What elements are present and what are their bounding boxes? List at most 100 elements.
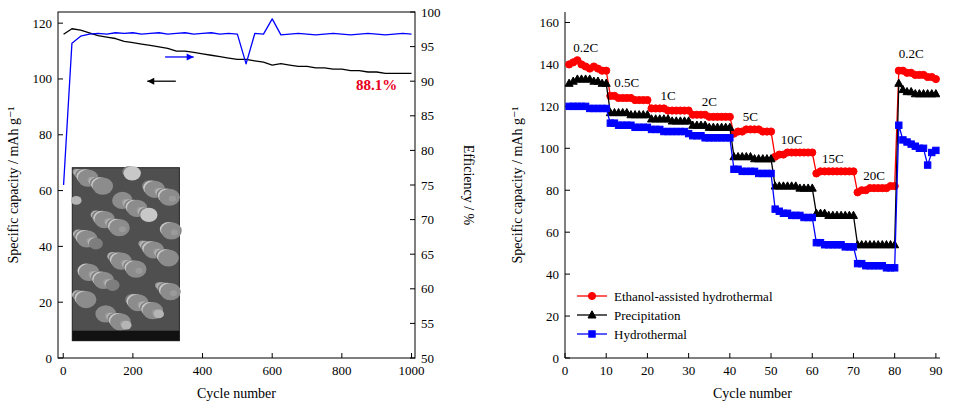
- series-line: [64, 19, 412, 185]
- data-point: [932, 90, 940, 97]
- sem-grain: [158, 249, 179, 266]
- sem-grain: [135, 268, 142, 274]
- y2-tick-label: 90: [421, 74, 434, 89]
- y-tick-label: 0: [46, 351, 53, 366]
- x-axis-title: Cycle number: [713, 386, 792, 401]
- figure: 0200400600800100002040608010012050556065…: [0, 0, 956, 410]
- y-tick-label: 140: [540, 57, 560, 72]
- y2-tick: [410, 358, 415, 359]
- x-tick: [202, 353, 203, 358]
- sem-grain: [140, 208, 157, 222]
- x-tick: [688, 353, 689, 358]
- annotation: 5C: [743, 109, 758, 124]
- y2-tick: [410, 46, 415, 47]
- y-tick-label: 100: [33, 71, 53, 86]
- x-axis-title: Cycle number: [197, 386, 276, 401]
- y-tick-label: 160: [540, 15, 560, 30]
- y-tick: [58, 190, 63, 191]
- data-point: [808, 184, 816, 191]
- series-line: [569, 106, 936, 267]
- y-tick-label: 120: [33, 16, 53, 31]
- sem-grain: [160, 283, 181, 300]
- y2-tick: [410, 115, 415, 116]
- y-tick: [58, 23, 63, 24]
- y2-tick: [410, 219, 415, 220]
- series-line: [569, 79, 936, 245]
- y2-tick-label: 80: [421, 143, 434, 158]
- annotation: 20C: [863, 168, 885, 183]
- sem-image: [72, 168, 179, 341]
- y2-tick-label: 60: [421, 281, 434, 296]
- data-point: [726, 123, 734, 130]
- y2-tick: [410, 81, 415, 82]
- x-tick-label: 0: [60, 363, 67, 378]
- y-tick: [58, 78, 63, 79]
- data-point: [727, 135, 733, 141]
- annotation: 15C: [822, 151, 844, 166]
- y2-tick: [410, 288, 415, 289]
- data-point: [809, 214, 815, 220]
- plot-area: [565, 57, 940, 271]
- y2-tick-label: 65: [421, 247, 434, 262]
- sem-info-bar: [72, 331, 179, 341]
- sem-inset: [71, 166, 182, 341]
- sem-grain: [169, 196, 176, 202]
- y-tick: [565, 316, 570, 317]
- y2-tick-label: 70: [421, 212, 434, 227]
- data-point: [850, 244, 856, 250]
- y2-tick: [410, 323, 415, 324]
- y2-tick-label: 95: [421, 39, 434, 54]
- data-point: [920, 145, 926, 151]
- x-tick: [411, 353, 412, 358]
- annotation: 0.5C: [614, 75, 639, 90]
- annotation: 0.2C: [573, 40, 598, 55]
- legend-label: Ethanol-assisted hydrothermal: [614, 289, 773, 304]
- legend-label: Precipitation: [614, 308, 681, 323]
- y2-tick-label: 55: [421, 316, 434, 331]
- legend-marker: [588, 292, 595, 299]
- data-point: [602, 79, 610, 86]
- x-tick-label: 800: [332, 363, 352, 378]
- data-point: [895, 79, 903, 86]
- x-tick-label: 10: [600, 363, 613, 378]
- data-point: [924, 162, 930, 168]
- y2-tick-label: 50: [421, 351, 434, 366]
- y-tick-label: 80: [546, 183, 559, 198]
- x-tick: [894, 353, 895, 358]
- y-tick-label: 40: [546, 267, 559, 282]
- x-tick-label: 400: [193, 363, 213, 378]
- sem-grain: [161, 222, 182, 239]
- data-point: [726, 113, 733, 120]
- sem-grain: [119, 226, 126, 232]
- y-tick: [565, 22, 570, 23]
- data-point: [891, 265, 897, 271]
- x-tick-label: 70: [847, 363, 860, 378]
- y-tick: [565, 232, 570, 233]
- annotation: 88.1%: [356, 77, 397, 93]
- sem-grain: [89, 238, 103, 250]
- y-tick-label: 80: [39, 127, 52, 142]
- x-tick: [812, 353, 813, 358]
- x-tick-label: 60: [806, 363, 819, 378]
- plot-frame: [58, 12, 415, 358]
- y-tick-label: 20: [39, 295, 52, 310]
- x-tick: [729, 353, 730, 358]
- data-point: [849, 211, 857, 218]
- y2-axis-title: Efficiency / %: [461, 145, 476, 226]
- sem-grain: [106, 279, 120, 291]
- x-tick-label: 200: [123, 363, 143, 378]
- y-tick: [565, 274, 570, 275]
- sem-grain: [159, 189, 180, 206]
- y-tick-label: 40: [39, 239, 52, 254]
- sem-grain: [142, 302, 163, 319]
- y2-tick: [410, 12, 415, 13]
- data-point: [768, 170, 774, 176]
- y2-tick: [410, 150, 415, 151]
- legend: Ethanol-assisted hydrothermal Precipitati…: [577, 289, 773, 342]
- annotation: 2C: [702, 94, 717, 109]
- y-tick-label: 0: [553, 351, 560, 366]
- y-tick-label: 100: [540, 141, 560, 156]
- y-tick: [565, 148, 570, 149]
- x-tick-label: 0: [562, 363, 569, 378]
- x-tick-label: 600: [262, 363, 282, 378]
